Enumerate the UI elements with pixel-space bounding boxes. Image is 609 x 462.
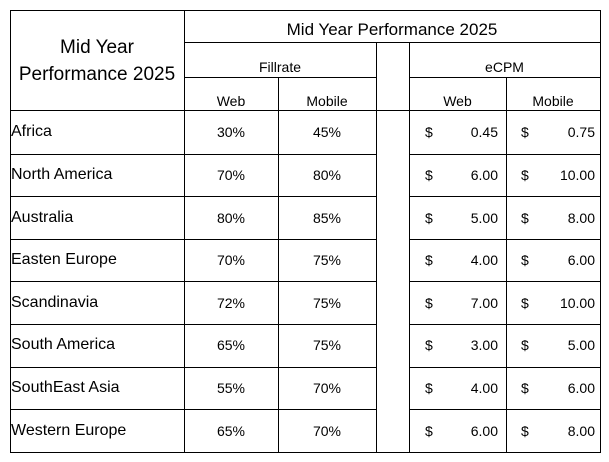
fillrate-web-cell: 70% <box>216 167 246 183</box>
currency-symbol: $ <box>425 210 433 226</box>
table-main-title: Mid Year Performance 2025 <box>286 20 498 39</box>
region-label: North America <box>11 166 113 183</box>
fillrate-web-cell: 65% <box>216 423 246 439</box>
fillrate-web-cell: 70% <box>216 252 246 268</box>
region-label: Easten Europe <box>11 251 117 268</box>
ecpm-web-cell: 6.00 <box>470 423 498 439</box>
row-divider <box>409 367 600 368</box>
fillrate-mobile-cell: 70% <box>312 423 342 439</box>
fillrate-web-header: Web <box>216 93 246 109</box>
region-label: SouthEast Asia <box>11 379 120 396</box>
currency-symbol: $ <box>521 167 529 183</box>
fillrate-web-cell: 30% <box>216 124 246 140</box>
currency-symbol: $ <box>425 252 433 268</box>
border-bottom <box>10 452 600 453</box>
currency-symbol: $ <box>521 295 529 311</box>
row-divider <box>409 196 600 197</box>
fillrate-mobile-cell: 75% <box>312 252 342 268</box>
fillrate-mobile-header: Mobile <box>306 93 348 109</box>
row-divider <box>10 367 376 368</box>
ecpm-web-cell: 5.00 <box>470 210 498 226</box>
header-divider-2b <box>409 77 600 78</box>
currency-symbol: $ <box>521 252 529 268</box>
region-label: Africa <box>11 123 52 140</box>
fillrate-web-cell: 80% <box>216 210 246 226</box>
currency-symbol: $ <box>425 167 433 183</box>
fillrate-web-cell: 72% <box>216 295 246 311</box>
row-divider <box>409 154 600 155</box>
corner-title-line-2: Performance 2025 <box>18 64 176 85</box>
currency-symbol: $ <box>425 337 433 353</box>
currency-symbol: $ <box>425 380 433 396</box>
fillrate-mobile-cell: 75% <box>312 295 342 311</box>
ecpm-mobile-header: Mobile <box>532 93 574 109</box>
ecpm-mobile-cell: 6.00 <box>567 252 595 268</box>
header-bottom <box>10 110 600 111</box>
ecpm-web-cell: 0.45 <box>470 124 498 140</box>
currency-symbol: $ <box>521 337 529 353</box>
ecpm-mobile-cell: 5.00 <box>567 337 595 353</box>
ecpm-mobile-cell: 0.75 <box>567 124 595 140</box>
fillrate-web-cell: 55% <box>216 380 246 396</box>
region-label: South America <box>11 336 116 353</box>
currency-symbol: $ <box>425 423 433 439</box>
row-divider <box>10 196 376 197</box>
border-top <box>10 10 600 11</box>
row-divider <box>409 281 600 282</box>
fillrate-mobile-cell: 45% <box>312 124 342 140</box>
v-fill-mid <box>278 77 279 452</box>
ecpm-web-header: Web <box>443 93 472 109</box>
row-divider <box>10 281 376 282</box>
ecpm-web-cell: 4.00 <box>470 252 498 268</box>
border-left <box>10 10 11 453</box>
row-divider <box>409 324 600 325</box>
row-divider <box>409 409 600 410</box>
fillrate-mobile-cell: 70% <box>312 380 342 396</box>
v-gap-left <box>376 42 377 452</box>
fillrate-group-header: Fillrate <box>258 59 301 75</box>
row-divider <box>10 239 376 240</box>
region-label: Australia <box>11 209 74 226</box>
ecpm-web-cell: 7.00 <box>470 295 498 311</box>
currency-symbol: $ <box>521 423 529 439</box>
row-divider <box>10 324 376 325</box>
fillrate-mobile-cell: 85% <box>312 210 342 226</box>
v-ecpm-mid <box>506 77 507 452</box>
currency-symbol: $ <box>521 380 529 396</box>
ecpm-web-cell: 4.00 <box>470 380 498 396</box>
ecpm-group-header: eCPM <box>485 59 524 75</box>
row-divider <box>10 154 376 155</box>
region-label: Scandinavia <box>11 294 99 311</box>
header-divider-2 <box>184 77 376 78</box>
border-right <box>600 10 601 453</box>
currency-symbol: $ <box>521 210 529 226</box>
currency-symbol: $ <box>425 124 433 140</box>
v-gap-right <box>409 42 410 452</box>
header-divider-1 <box>184 42 600 43</box>
v-region <box>184 10 185 453</box>
ecpm-web-cell: 3.00 <box>470 337 498 353</box>
ecpm-mobile-cell: 8.00 <box>567 423 595 439</box>
ecpm-web-cell: 6.00 <box>470 167 498 183</box>
ecpm-mobile-cell: 8.00 <box>567 210 595 226</box>
fillrate-mobile-cell: 75% <box>312 337 342 353</box>
currency-symbol: $ <box>521 124 529 140</box>
fillrate-mobile-cell: 80% <box>312 167 342 183</box>
region-label: Western Europe <box>11 422 127 439</box>
ecpm-mobile-cell: 10.00 <box>559 167 595 183</box>
ecpm-mobile-cell: 10.00 <box>559 295 595 311</box>
row-divider <box>10 409 376 410</box>
row-divider <box>409 239 600 240</box>
ecpm-mobile-cell: 6.00 <box>567 380 595 396</box>
fillrate-web-cell: 65% <box>216 337 246 353</box>
corner-title-line-1: Mid Year <box>60 37 134 58</box>
currency-symbol: $ <box>425 295 433 311</box>
